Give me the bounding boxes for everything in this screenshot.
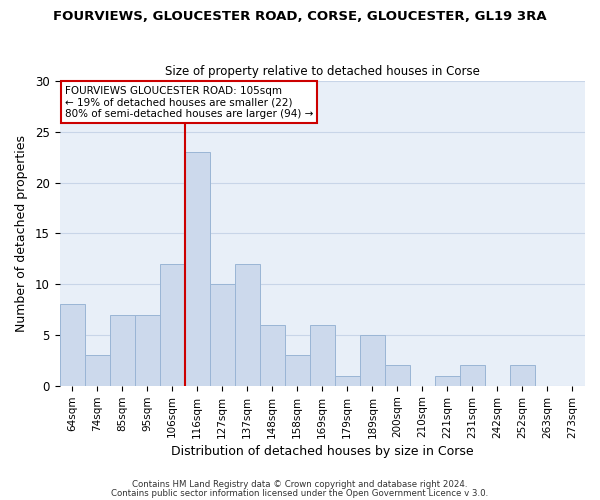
Y-axis label: Number of detached properties: Number of detached properties — [15, 135, 28, 332]
Title: Size of property relative to detached houses in Corse: Size of property relative to detached ho… — [165, 66, 480, 78]
Text: Contains public sector information licensed under the Open Government Licence v : Contains public sector information licen… — [112, 488, 488, 498]
Bar — [335, 376, 360, 386]
Bar — [285, 355, 310, 386]
Bar — [185, 152, 209, 386]
Bar — [510, 366, 535, 386]
Bar — [235, 264, 260, 386]
Text: Contains HM Land Registry data © Crown copyright and database right 2024.: Contains HM Land Registry data © Crown c… — [132, 480, 468, 489]
Bar — [435, 376, 460, 386]
Text: FOURVIEWS, GLOUCESTER ROAD, CORSE, GLOUCESTER, GL19 3RA: FOURVIEWS, GLOUCESTER ROAD, CORSE, GLOUC… — [53, 10, 547, 23]
X-axis label: Distribution of detached houses by size in Corse: Distribution of detached houses by size … — [171, 444, 473, 458]
Bar — [85, 355, 110, 386]
Bar — [310, 325, 335, 386]
Bar — [260, 325, 285, 386]
Bar — [209, 284, 235, 386]
Bar — [385, 366, 410, 386]
Bar — [134, 314, 160, 386]
Text: FOURVIEWS GLOUCESTER ROAD: 105sqm
← 19% of detached houses are smaller (22)
80% : FOURVIEWS GLOUCESTER ROAD: 105sqm ← 19% … — [65, 86, 313, 119]
Bar — [460, 366, 485, 386]
Bar — [110, 314, 134, 386]
Bar — [160, 264, 185, 386]
Bar — [360, 335, 385, 386]
Bar — [59, 304, 85, 386]
